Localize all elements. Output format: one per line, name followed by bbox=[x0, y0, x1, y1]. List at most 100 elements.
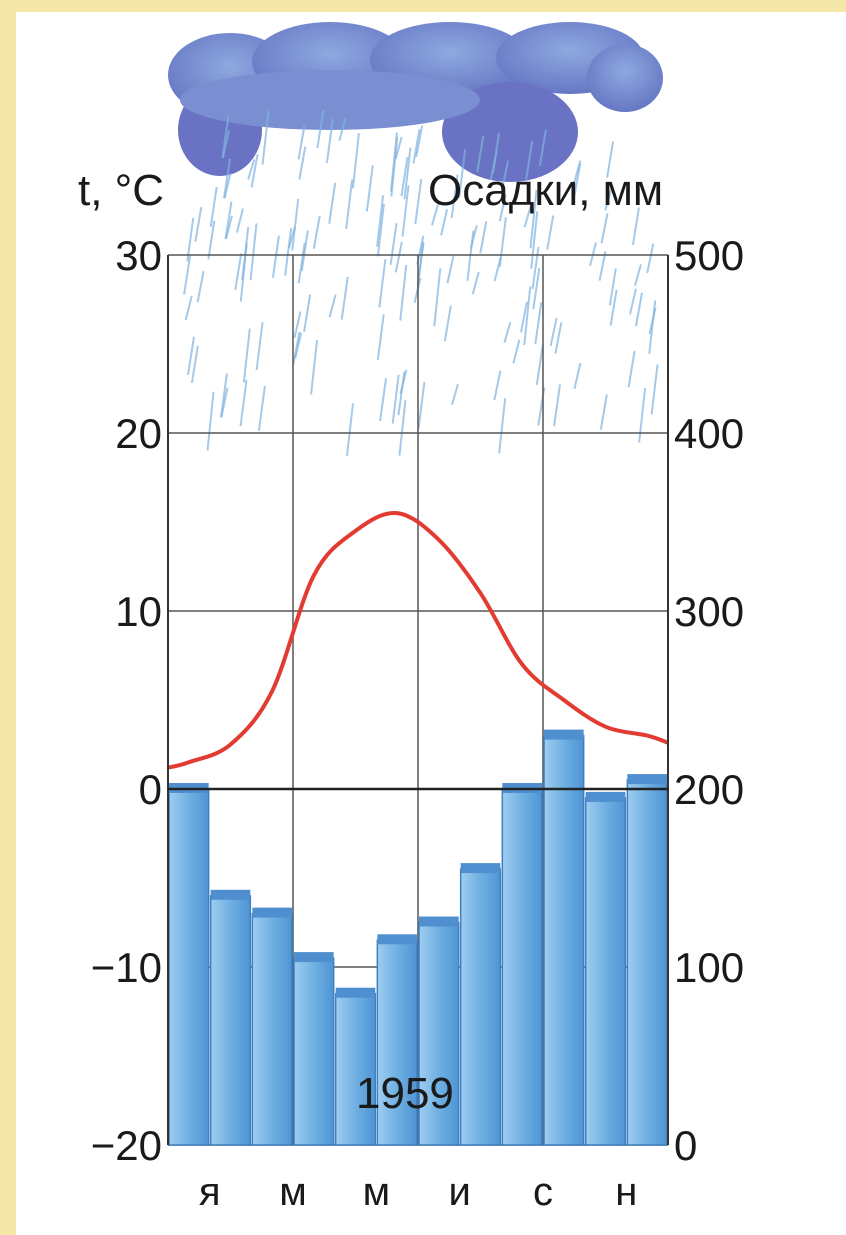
rain-streak bbox=[292, 331, 301, 365]
rain-streak bbox=[399, 264, 408, 321]
rain-streak bbox=[249, 223, 258, 281]
left-tick-label: −10 bbox=[91, 944, 162, 991]
rain-streak bbox=[207, 220, 216, 260]
rain-streak bbox=[186, 336, 195, 376]
rain-streak bbox=[303, 294, 312, 332]
bar bbox=[251, 912, 293, 1146]
month-label: н bbox=[615, 1170, 637, 1214]
rain-streak bbox=[206, 391, 215, 451]
rain-streak bbox=[519, 301, 528, 333]
bar bbox=[209, 895, 252, 1146]
month-label: и bbox=[448, 1170, 470, 1214]
right-tick-label: 0 bbox=[674, 1122, 697, 1169]
left-tick-label: 30 bbox=[115, 232, 162, 279]
rain-streak bbox=[297, 125, 306, 160]
rain-streak bbox=[646, 243, 655, 274]
rain-streak bbox=[194, 206, 203, 242]
rain-streak bbox=[209, 186, 218, 228]
rain-streak bbox=[532, 268, 541, 310]
rain-streak bbox=[376, 195, 385, 247]
rain-streak bbox=[401, 185, 410, 237]
rain-streak bbox=[328, 294, 337, 318]
rain-streak bbox=[378, 259, 387, 308]
rain-streak bbox=[398, 400, 407, 456]
rain-streak bbox=[450, 383, 459, 406]
rain-streak bbox=[261, 110, 270, 165]
rain-streak bbox=[351, 133, 360, 189]
rain-icon bbox=[183, 109, 659, 456]
bar-cap bbox=[377, 934, 417, 945]
month-label: м bbox=[279, 1170, 307, 1214]
bar-cap bbox=[627, 774, 667, 785]
rain-streak bbox=[400, 156, 409, 197]
rain-streak bbox=[300, 230, 309, 272]
year-annotation: 1959 bbox=[356, 1069, 454, 1118]
rain-streak bbox=[310, 339, 319, 395]
rain-streak bbox=[345, 179, 354, 229]
rain-streak bbox=[479, 220, 488, 254]
rain-streak bbox=[631, 207, 640, 246]
left-tick-label: −20 bbox=[91, 1122, 162, 1169]
rain-streak bbox=[600, 213, 609, 244]
right-tick-label: 500 bbox=[674, 232, 744, 279]
rain-streak bbox=[399, 369, 408, 395]
rain-streak bbox=[598, 251, 607, 281]
rain-streak bbox=[184, 295, 193, 321]
right-axis-title: Осадки, мм bbox=[428, 166, 663, 215]
rain-streak bbox=[225, 215, 233, 240]
cloud-icon bbox=[168, 22, 663, 182]
month-label: м bbox=[363, 1170, 391, 1214]
rain-streak bbox=[530, 211, 539, 269]
left-tick-label: 0 bbox=[139, 766, 162, 813]
rain-streak bbox=[604, 189, 613, 211]
rain-streak bbox=[394, 241, 403, 273]
month-label: я bbox=[199, 1170, 221, 1214]
rain-streak bbox=[450, 174, 459, 219]
rain-streak bbox=[417, 381, 426, 430]
rain-streak bbox=[340, 276, 349, 320]
rain-streak bbox=[529, 189, 538, 249]
rain-streak bbox=[414, 178, 423, 225]
rain-streak bbox=[235, 208, 244, 233]
rain-streak bbox=[291, 198, 300, 251]
rain-streak bbox=[298, 146, 307, 180]
left-tick-label: 20 bbox=[115, 410, 162, 457]
month-label: с bbox=[533, 1170, 553, 1214]
bar-cap bbox=[210, 889, 251, 900]
bar bbox=[501, 788, 543, 1146]
rain-streak bbox=[431, 204, 439, 226]
rain-streak bbox=[471, 271, 480, 295]
rain-streak bbox=[634, 292, 643, 327]
rain-streak bbox=[403, 147, 412, 200]
rain-streak bbox=[250, 153, 259, 188]
rain-streak bbox=[609, 289, 618, 326]
rain-streak bbox=[535, 344, 544, 385]
left-axis-title: t, °C bbox=[78, 166, 164, 215]
rain-streak bbox=[234, 253, 243, 291]
rain-streak bbox=[287, 226, 296, 249]
bar-cap bbox=[252, 907, 292, 918]
rain-streak bbox=[325, 118, 334, 164]
bar bbox=[168, 788, 210, 1146]
rain-streak bbox=[476, 135, 485, 173]
rain-streak bbox=[599, 394, 608, 430]
rain-streak bbox=[498, 398, 507, 454]
rain-streak bbox=[376, 314, 385, 361]
temperature-curve bbox=[167, 511, 669, 770]
rain-streak bbox=[242, 328, 251, 383]
rain-streak bbox=[531, 246, 540, 290]
bar bbox=[334, 992, 377, 1146]
temperature-line bbox=[167, 511, 669, 770]
rain-streak bbox=[589, 242, 598, 267]
precipitation-bars bbox=[168, 729, 668, 1146]
rain-streak bbox=[389, 223, 398, 265]
rain-streak bbox=[648, 307, 657, 335]
rain-streak bbox=[415, 125, 424, 157]
rain-streak bbox=[221, 116, 230, 158]
rain-streak bbox=[223, 172, 232, 199]
right-tick-label: 400 bbox=[674, 410, 744, 457]
rain-streak bbox=[412, 129, 421, 164]
rain-streak bbox=[573, 362, 582, 390]
